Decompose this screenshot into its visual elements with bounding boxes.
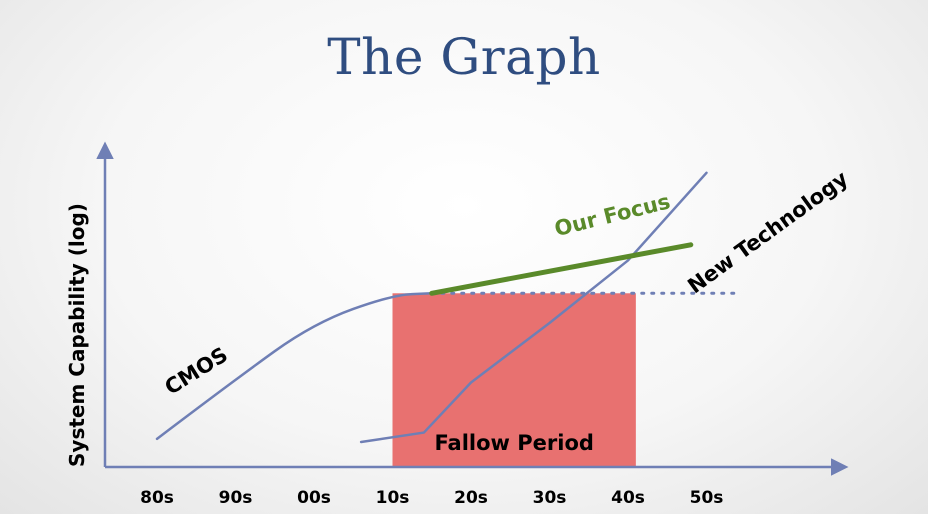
x-tick-label: 80s [140, 488, 174, 508]
our-focus-line [429, 242, 694, 296]
y-axis-title: System Capability (log) [65, 203, 89, 467]
slide-title: The Graph [327, 28, 601, 86]
new-technology-line [359, 171, 708, 444]
x-tick-label: 20s [454, 488, 488, 508]
x-tick-label: 00s [297, 488, 331, 508]
x-tick-label: 30s [533, 488, 567, 508]
cmos-line [155, 292, 433, 441]
x-tick-label: 40s [611, 488, 645, 508]
new-technology-label: New Technology [683, 166, 852, 298]
x-tick-label: 90s [219, 488, 253, 508]
x-tick-label: 50s [690, 488, 724, 508]
our-focus-label: Our Focus [552, 189, 673, 241]
fallow-period-label: Fallow Period [434, 431, 593, 455]
fallow-period-region [392, 293, 636, 467]
x-tick-label: 10s [376, 488, 410, 508]
